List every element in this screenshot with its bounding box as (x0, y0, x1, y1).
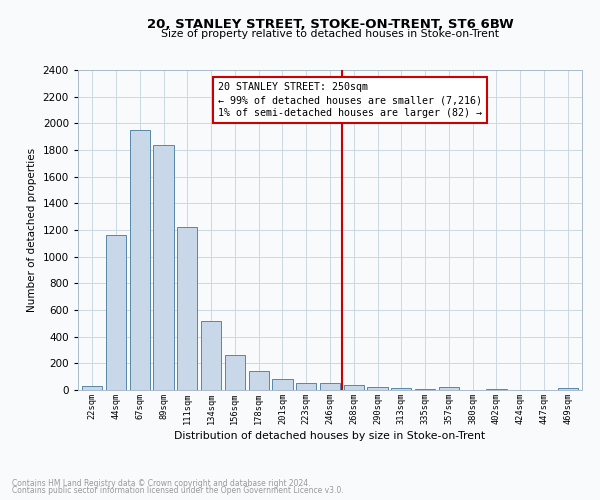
Text: Contains public sector information licensed under the Open Government Licence v3: Contains public sector information licen… (12, 486, 344, 495)
Text: 20 STANLEY STREET: 250sqm
← 99% of detached houses are smaller (7,216)
1% of sem: 20 STANLEY STREET: 250sqm ← 99% of detac… (218, 82, 482, 118)
Bar (154, 144, 173, 390)
Bar (225, 354, 245, 390)
Bar (439, 388, 459, 390)
Bar (320, 384, 340, 390)
Bar (248, 370, 269, 390)
Bar (296, 384, 316, 390)
Text: Size of property relative to detached houses in Stoke-on-Trent: Size of property relative to detached ho… (161, 29, 499, 39)
Bar (415, 389, 435, 390)
Bar (106, 236, 126, 390)
Text: 20, STANLEY STREET, STOKE-ON-TRENT, ST6 6BW: 20, STANLEY STREET, STOKE-ON-TRENT, ST6 … (146, 18, 514, 30)
Bar (367, 388, 388, 390)
Bar (391, 388, 412, 390)
Bar (344, 384, 364, 390)
Bar (82, 386, 103, 390)
Bar (201, 320, 221, 390)
X-axis label: Distribution of detached houses by size in Stoke-on-Trent: Distribution of detached houses by size … (175, 431, 485, 441)
Bar (272, 380, 293, 390)
Bar (130, 130, 150, 390)
Text: Contains HM Land Registry data © Crown copyright and database right 2024.: Contains HM Land Registry data © Crown c… (12, 478, 311, 488)
Bar (557, 388, 578, 390)
Bar (177, 228, 197, 390)
Y-axis label: Number of detached properties: Number of detached properties (27, 148, 37, 312)
